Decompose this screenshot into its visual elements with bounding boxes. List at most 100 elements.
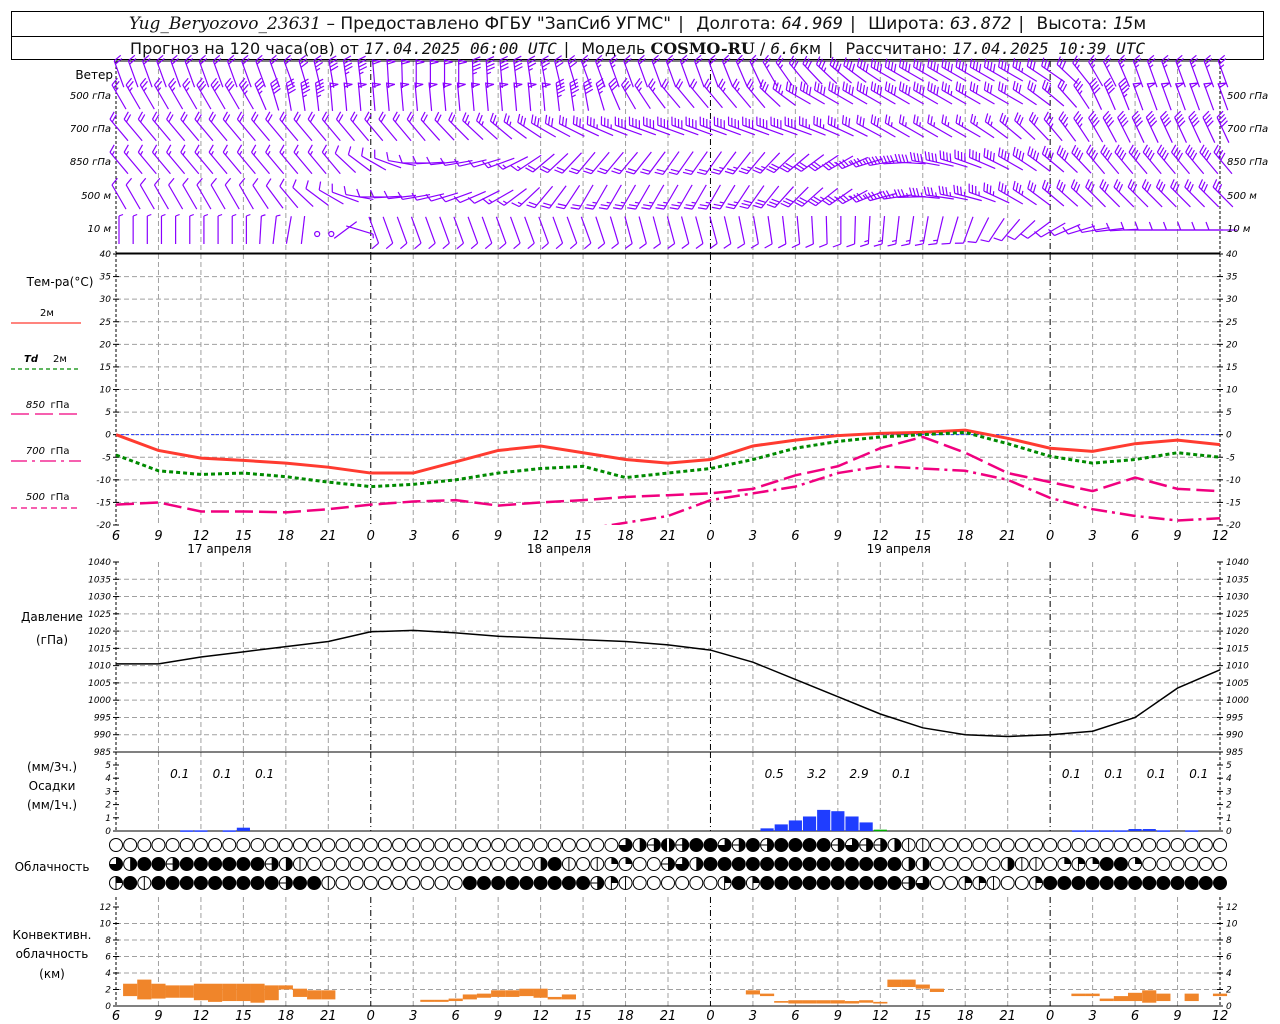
wind-barb: [841, 115, 868, 137]
barb-staff: [1086, 151, 1106, 175]
wind-barb: [224, 77, 240, 110]
barb-full: [810, 198, 819, 205]
barb-full: [448, 112, 453, 121]
barb-half: [118, 213, 124, 217]
cloud-circle: [406, 857, 421, 871]
barb-full: [860, 243, 869, 248]
barb-staff: [1117, 117, 1131, 143]
wind-barb: [224, 177, 240, 210]
barb-full: [1104, 57, 1112, 66]
cloud-symbol-okta-0: [1014, 876, 1029, 890]
cloud-symbol-okta-0: [363, 857, 378, 871]
barb-full: [1030, 182, 1034, 191]
barb-half: [267, 150, 271, 156]
barb-half: [157, 87, 162, 92]
barb-full: [212, 54, 221, 62]
wind-barb: [623, 54, 634, 88]
wind-barb: [541, 185, 567, 209]
barb-full: [151, 144, 158, 153]
barb-full: [1161, 54, 1169, 62]
cloud-circle: [788, 857, 803, 871]
time-tick-label: 3: [1088, 1009, 1096, 1024]
barb-full: [1088, 110, 1095, 119]
barb-half: [606, 201, 611, 204]
cloud-symbol-okta-0: [1043, 838, 1058, 852]
barb-staff: [624, 216, 633, 244]
wind-barb: [541, 82, 551, 111]
wind-barb: [371, 82, 381, 111]
cloud-symbol-okta-0: [406, 838, 421, 852]
barb-full: [123, 111, 129, 120]
wind-barb: [849, 191, 883, 203]
barb-staff: [502, 156, 529, 170]
precip-bar: [817, 809, 831, 831]
barb-staff: [825, 215, 828, 245]
barb-full: [125, 177, 133, 186]
barb-full: [1188, 110, 1196, 118]
wind-barb: [713, 116, 741, 136]
barb-full: [113, 80, 120, 89]
barb-full: [1056, 179, 1061, 188]
barb-staff: [346, 225, 374, 235]
barb-staff: [604, 151, 624, 175]
wind-barb: [307, 144, 327, 175]
wind-barb: [941, 216, 959, 245]
cloud-symbol-okta-6: [109, 857, 123, 871]
pressure-tick-label: 1025: [88, 610, 111, 620]
cloud-circle: [576, 838, 591, 852]
wind-barb: [856, 114, 882, 138]
cloud-fill: [724, 876, 732, 883]
barb-full: [1127, 179, 1133, 188]
model-name: COSMO-RU: [650, 39, 755, 58]
wind-barb: [1117, 110, 1131, 143]
barb-pennant: [371, 82, 381, 88]
barb-full: [1150, 120, 1158, 128]
pressure-title: Давление: [21, 610, 83, 624]
barb-staff: [357, 83, 362, 111]
wind-barb: [331, 183, 359, 203]
cloud-circle: [731, 857, 746, 871]
barb-half: [611, 64, 616, 68]
barb-full: [941, 186, 945, 195]
wind-barb: [208, 111, 228, 142]
barb-staff: [984, 66, 1009, 82]
wind-barb: [113, 54, 125, 88]
barb-full: [1048, 116, 1054, 125]
barb-half: [316, 67, 321, 72]
barb-staff: [1103, 83, 1116, 111]
cloud-symbol-okta-5: [830, 838, 845, 852]
barb-full: [640, 171, 649, 175]
wind-barb: [884, 114, 910, 138]
barb-half: [598, 90, 603, 95]
barb-full: [182, 177, 189, 186]
precip-total-label: 0.1: [1189, 767, 1208, 781]
barb-full: [357, 55, 366, 61]
barb-staff: [1198, 186, 1220, 208]
barb-full: [893, 189, 899, 198]
wind-barb: [194, 144, 214, 175]
convective-bar: [533, 988, 548, 998]
cloud-symbol-okta-5: [760, 838, 775, 852]
barb-staff: [527, 83, 532, 111]
cloud-symbol-okta-2: [1128, 857, 1143, 871]
wind-barb: [1014, 112, 1036, 141]
barb-staff: [983, 190, 1010, 204]
cloud-fill: [845, 838, 859, 852]
convective-bar: [887, 979, 902, 988]
wind-barb: [1043, 111, 1063, 142]
wind-barb: [641, 184, 665, 210]
barb-staff: [800, 89, 825, 105]
cloud-symbol-okta-8: [293, 876, 307, 890]
barb-full: [1186, 181, 1192, 190]
cloud-symbol-okta-0: [661, 876, 675, 890]
barb-full: [873, 116, 877, 125]
barb-staff: [1156, 151, 1176, 175]
barb-staff: [298, 60, 308, 88]
barb-staff: [208, 118, 228, 142]
wind-barb: [293, 144, 313, 175]
wind-barb: [125, 177, 141, 210]
barb-full: [582, 58, 590, 65]
barb-full: [1088, 147, 1094, 156]
wind-barb: [231, 213, 237, 244]
wind-barb: [555, 184, 581, 210]
